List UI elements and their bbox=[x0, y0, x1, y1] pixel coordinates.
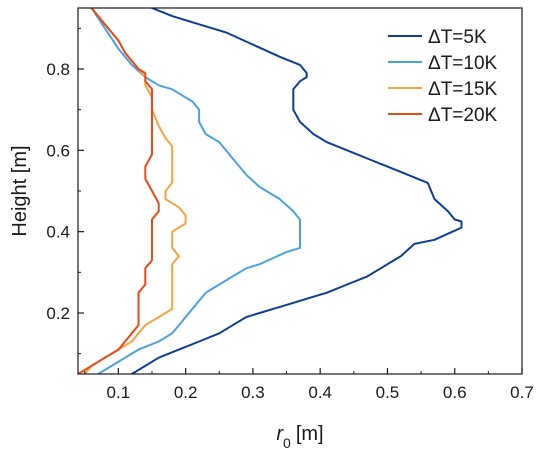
ticks-layer: 0.1 0.2 0.3 0.4 0.5 0.6 0.7 0.2 0.4 0.6 0.8 bbox=[46, 27, 534, 402]
legend-label: ΔT=20K bbox=[428, 105, 498, 126]
x-tick-label: 0.2 bbox=[174, 383, 198, 402]
x-axis-title: r0 [m] bbox=[276, 423, 323, 450]
series-line-1 bbox=[130, 8, 463, 374]
y-tick-label: 0.4 bbox=[46, 223, 70, 242]
x-tick-label: 0.6 bbox=[443, 383, 467, 402]
y-tick-label: 0.6 bbox=[46, 141, 70, 160]
y-tick-label: 0.8 bbox=[46, 60, 70, 79]
series-layer bbox=[78, 8, 463, 374]
x-axis-symbol: r bbox=[276, 423, 284, 445]
legend-label: ΔT=10K bbox=[428, 53, 498, 74]
x-tick-label: 0.7 bbox=[510, 383, 534, 402]
legend: ΔT=5K ΔT=10K ΔT=15K ΔT=20K bbox=[388, 27, 498, 126]
x-tick-label: 0.5 bbox=[376, 383, 400, 402]
y-axis-title: Height [m] bbox=[9, 145, 31, 236]
x-axis-subscript: 0 bbox=[283, 435, 291, 450]
series-line-3 bbox=[83, 8, 187, 374]
legend-label: ΔT=5K bbox=[428, 27, 487, 48]
y-tick-label: 0.2 bbox=[46, 304, 70, 323]
x-tick-label: 0.3 bbox=[241, 383, 265, 402]
x-tick-label: 0.1 bbox=[107, 383, 131, 402]
legend-label: ΔT=15K bbox=[428, 79, 498, 100]
x-axis-unit: [m] bbox=[296, 423, 324, 445]
series-line-4 bbox=[78, 8, 160, 374]
x-tick-label: 0.4 bbox=[308, 383, 332, 402]
series-line-2 bbox=[90, 8, 301, 374]
